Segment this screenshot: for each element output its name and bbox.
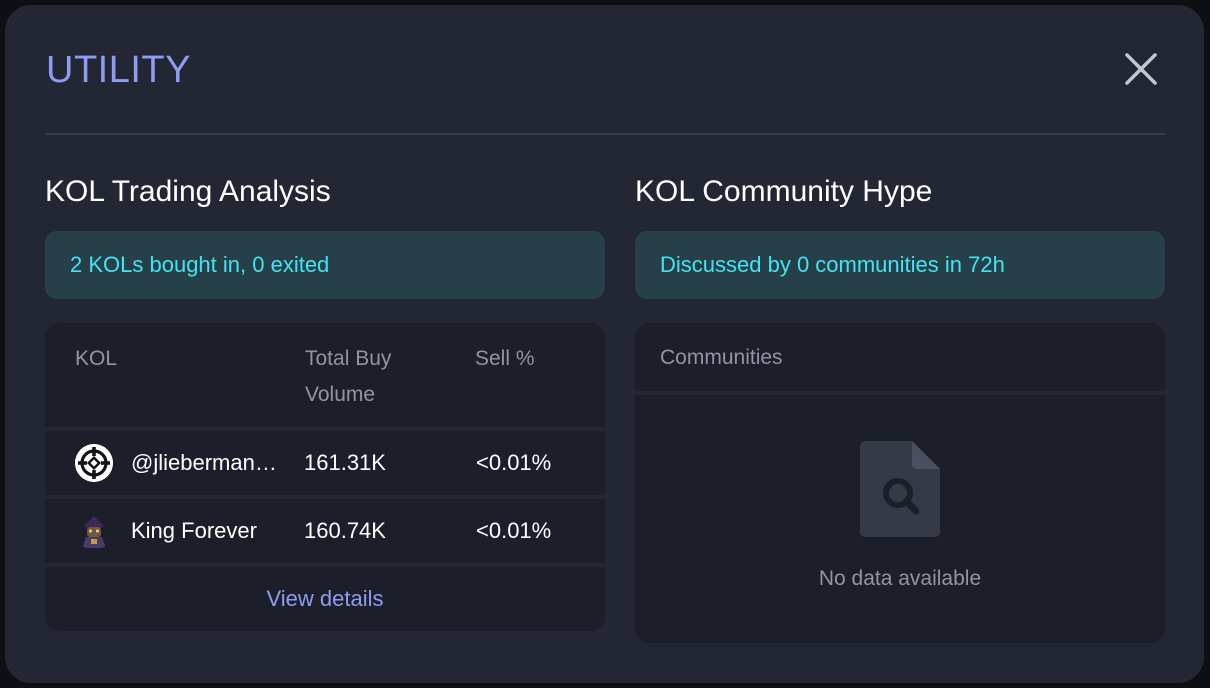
close-icon (1125, 53, 1157, 85)
circular-logo-avatar (75, 444, 113, 482)
kol-buy-volume: 161.31K (304, 450, 386, 475)
kol-sell-pct: <0.01% (476, 518, 552, 543)
table-divider (45, 427, 605, 431)
kol-table: KOL Total Buy Volume Sell % @jlieberman…… (45, 323, 605, 631)
column-header-kol: KOL (75, 347, 118, 370)
kol-sell-pct: <0.01% (476, 450, 552, 475)
community-hype-title: KOL Community Hype (635, 175, 933, 208)
empty-state-text: No data available (818, 567, 982, 590)
row-divider (45, 563, 605, 567)
close-button[interactable] (1122, 50, 1160, 88)
modal-title: UTILITY (46, 49, 191, 91)
column-header-communities: Communities (660, 346, 783, 369)
header-divider (45, 133, 1165, 135)
view-details-link[interactable]: View details (266, 586, 384, 611)
table-row[interactable]: King Forever 160.74K <0.01% (45, 499, 605, 563)
column-header-total-buy-volume: Total Buy Volume (305, 347, 392, 406)
document-search-icon (860, 441, 940, 537)
utility-modal: UTILITY KOL Trading Analysis 2 KOLs boug… (5, 5, 1204, 683)
kol-name[interactable]: @jlieberman… (131, 450, 277, 475)
character-avatar (75, 512, 113, 550)
column-header-sell-pct: Sell % (475, 347, 535, 370)
kol-name[interactable]: King Forever (131, 518, 257, 543)
table-row[interactable]: @jlieberman… 161.31K <0.01% (45, 431, 605, 495)
row-divider (45, 495, 605, 499)
communities-divider (635, 391, 1165, 395)
communities-panel: Communities No data available (635, 323, 1165, 643)
kol-trading-summary: 2 KOLs bought in, 0 exited (45, 231, 605, 299)
kol-buy-volume: 160.74K (304, 518, 386, 543)
community-hype-summary: Discussed by 0 communities in 72h (635, 231, 1165, 299)
kol-trading-title: KOL Trading Analysis (45, 175, 331, 208)
